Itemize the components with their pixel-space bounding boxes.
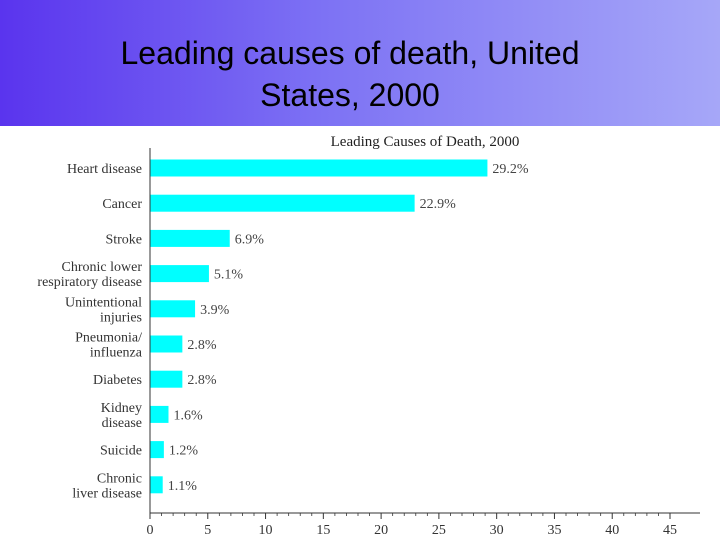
category-label-6: Diabetes xyxy=(93,373,142,388)
slide-title-line-1: Leading causes of death, United xyxy=(120,35,580,71)
category-label-3: Chronic lower respiratory disease xyxy=(37,260,142,290)
bar-2 xyxy=(150,229,230,247)
bar-9 xyxy=(150,476,163,494)
x-tick-label-30: 30 xyxy=(490,523,504,538)
slide-header: Leading causes of death, United States, … xyxy=(0,0,720,126)
bar-3 xyxy=(150,265,209,283)
category-label-4: Unintentional injuries xyxy=(65,295,142,325)
chart-title: Leading Causes of Death, 2000 xyxy=(331,134,520,150)
data-label-2: 6.9% xyxy=(235,232,265,247)
category-label-0: Heart disease xyxy=(67,162,142,177)
slide-title: Leading causes of death, United States, … xyxy=(40,32,660,116)
bar-5 xyxy=(150,335,183,353)
category-label-7: Kidney disease xyxy=(101,401,142,431)
category-label-8: Suicide xyxy=(100,444,142,459)
x-tick-label-10: 10 xyxy=(259,523,273,538)
x-tick-label-5: 5 xyxy=(204,523,211,538)
x-tick-label-15: 15 xyxy=(316,523,330,538)
x-tick-label-45: 45 xyxy=(663,523,677,538)
category-label-9: Chronic liver disease xyxy=(72,471,142,501)
data-label-9: 1.1% xyxy=(168,479,198,494)
bar-6 xyxy=(150,370,183,388)
category-label-1: Cancer xyxy=(102,197,142,212)
slide-title-line-2: States, 2000 xyxy=(260,77,440,113)
x-tick-label-20: 20 xyxy=(374,523,388,538)
data-label-8: 1.2% xyxy=(169,444,199,459)
x-tick-label-40: 40 xyxy=(605,523,619,538)
data-label-3: 5.1% xyxy=(214,268,244,283)
bar-8 xyxy=(150,441,164,459)
x-tick-label-25: 25 xyxy=(432,523,446,538)
data-label-0: 29.2% xyxy=(492,162,529,177)
data-label-4: 3.9% xyxy=(200,303,230,318)
bar-1 xyxy=(150,194,415,212)
category-label-5: Pneumonia/influenza xyxy=(75,331,143,361)
data-label-1: 22.9% xyxy=(420,197,457,212)
bar-4 xyxy=(150,300,196,318)
bar-0 xyxy=(150,159,488,177)
data-label-6: 2.8% xyxy=(187,373,217,388)
x-tick-label-0: 0 xyxy=(147,523,154,538)
category-label-2: Stroke xyxy=(105,232,142,247)
bar-chart: Leading Causes of Death, 2000 29.2% Heart … xyxy=(37,134,700,538)
bar-7 xyxy=(150,405,169,423)
data-label-5: 2.8% xyxy=(187,338,217,353)
data-label-7: 1.6% xyxy=(173,408,203,423)
x-tick-label-35: 35 xyxy=(547,523,561,538)
